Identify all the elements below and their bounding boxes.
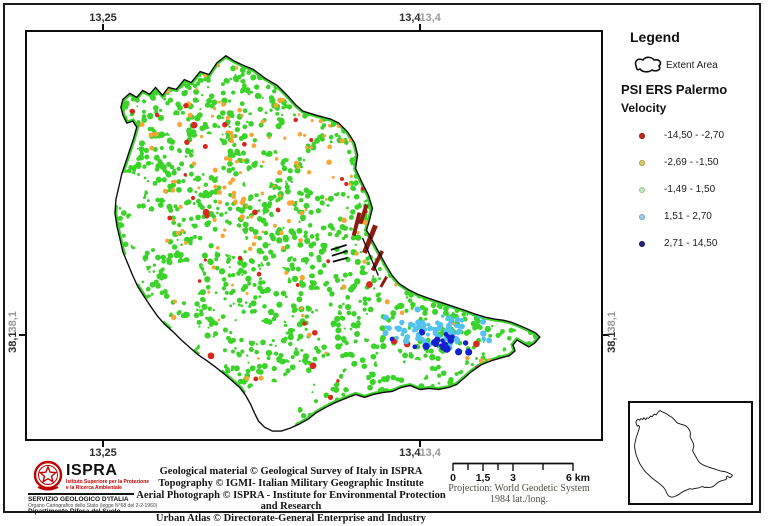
geological-service-title: SERVIZIO GEOLOGICO D'ITALIA <box>28 496 129 503</box>
legend-class-label: 2,71 - 14,50 <box>664 238 718 249</box>
legend-class-swatch <box>639 241 645 247</box>
page-border <box>3 3 761 513</box>
department-name: Dipartimento Difesa del Suolo <box>28 508 121 515</box>
tick-top-left <box>102 24 104 30</box>
extent-area-label: Extent Area <box>666 60 718 71</box>
no-data-patches <box>114 115 525 432</box>
coord-label-left: 38,138,1 <box>7 311 19 353</box>
tick-top-right <box>419 24 421 30</box>
credit-line: Urban Atlas © Directorate-General Enterp… <box>155 513 427 525</box>
harbor-piers <box>330 204 389 288</box>
projection-line2: 1984 lat./long. <box>489 494 549 505</box>
projection-note: Projection: World Geodetic System 1984 l… <box>438 483 600 505</box>
legend-class-swatch <box>639 187 645 193</box>
ispra-logo-text: ISPRA <box>66 462 118 479</box>
extent-area-icon <box>634 56 662 73</box>
tick-bottom-right <box>419 441 421 447</box>
data-credits: Geological material © Geological Survey … <box>130 466 452 525</box>
legend-class-label: 1,51 - 2,70 <box>664 211 712 222</box>
tick-right <box>603 334 609 336</box>
overview-inset-map <box>628 401 753 505</box>
coord-label-bottom-right: 13,413,4 <box>399 447 441 459</box>
scale-bar <box>452 462 574 471</box>
legend-title: Legend <box>630 29 680 45</box>
legend-class-swatch <box>639 160 645 166</box>
extent-boundary-outline <box>114 54 541 432</box>
ispra-emblem-icon <box>33 460 63 491</box>
scale-label-1-5: 1,5 <box>475 472 491 484</box>
legend-class-swatch <box>639 214 645 220</box>
legend-class-label: -1,49 - 1,50 <box>664 184 716 195</box>
scale-label-6km: 6 km <box>566 472 590 484</box>
tick-left <box>19 334 25 336</box>
palermo-psi-map <box>114 54 541 432</box>
credit-line: Topography © IGMI- Italian Military Geog… <box>158 477 424 489</box>
tick-bottom-left <box>102 441 104 447</box>
legend-class-swatch <box>639 133 645 139</box>
credit-line: Aerial Photograph © ISPRA - Institute fo… <box>136 489 446 513</box>
geological-service-subtitle: Organo Cartografico dello Stato (legge N… <box>28 503 158 509</box>
inset-extent-outline <box>634 409 734 498</box>
ispra-divider <box>28 493 134 495</box>
credit-line: Geological material © Geological Survey … <box>159 466 423 477</box>
coord-label-top-left: 13,25 <box>89 12 117 24</box>
scale-label-3: 3 <box>510 472 516 484</box>
legend-layer-subtitle: Velocity <box>621 101 667 115</box>
legend-layer-title: PSI ERS Palermo <box>621 82 728 97</box>
projection-line1: Projection: World Geodetic System <box>448 483 590 494</box>
coord-label-bottom-left: 13,25 <box>89 447 117 459</box>
legend-class-label: -2,69 - -1,50 <box>664 157 719 168</box>
legend-class-label: -14,50 - -2,70 <box>664 130 725 141</box>
coord-label-right: 38,138,1 <box>606 311 618 353</box>
coord-label-top-right: 13,413,4 <box>399 12 441 24</box>
scale-label-0: 0 <box>450 472 456 484</box>
ispra-subtitle: Istituto Superiore per la Protezione e l… <box>66 479 150 491</box>
map-frame <box>25 30 603 441</box>
